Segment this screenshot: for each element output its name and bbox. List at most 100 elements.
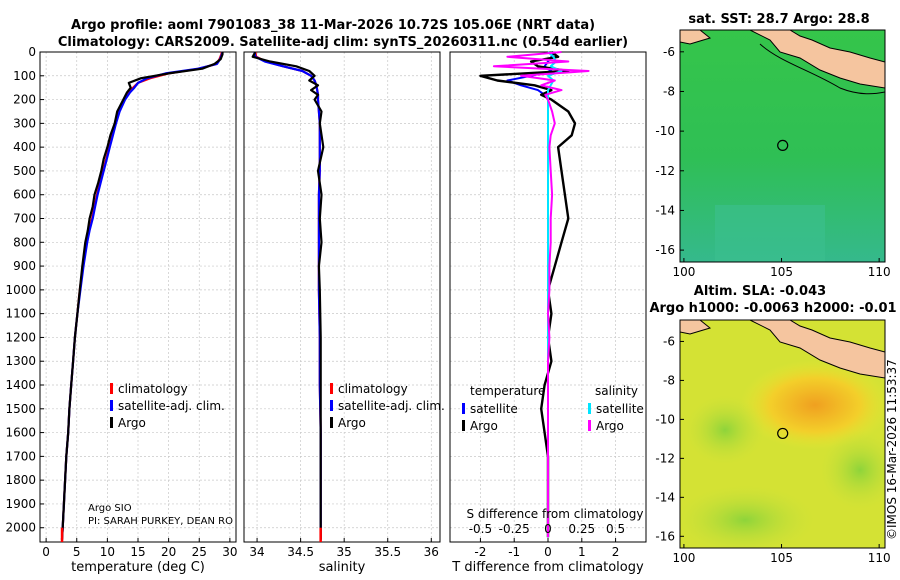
x-tick-label: 25 — [192, 545, 207, 559]
land-sumatra — [680, 30, 712, 45]
x-tick-label: 35 — [337, 545, 352, 559]
legend-swatch — [330, 417, 333, 428]
map-y-tick-label: -14 — [655, 203, 675, 217]
legend-label: Argo — [118, 416, 146, 430]
x-tick-label: 0 — [42, 545, 50, 559]
plot-frame — [243, 51, 441, 543]
x-tick-label: 34.5 — [287, 545, 314, 559]
secondary-tick-label: -0.5 — [469, 522, 492, 536]
sla-low-3 — [820, 430, 885, 510]
legend-swatch — [588, 420, 591, 431]
map-x-tick-label: 100 — [672, 265, 695, 279]
y-tick-label: 1800 — [5, 473, 36, 487]
float-position-marker — [777, 139, 789, 152]
legend-header-temperature: temperature — [470, 384, 545, 398]
y-tick-label: 1300 — [5, 354, 36, 368]
map-y-tick-label: -10 — [655, 412, 675, 426]
y-tick-label: 1200 — [5, 330, 36, 344]
x-tick-label: 34 — [249, 545, 264, 559]
x-tick-label: 5 — [73, 545, 81, 559]
sla-map-panel: Altim. SLA: -0.043 Argo h1000: -0.0063 h… — [649, 284, 896, 565]
map-y-tick-label: -12 — [655, 164, 675, 178]
x-axis-label: salinity — [319, 560, 366, 575]
legend-label: Argo — [338, 416, 366, 430]
y-tick-label: 500 — [13, 164, 36, 178]
title-line-2: Climatology: CARS2009. Satellite-adj cli… — [58, 35, 628, 50]
float-position-marker — [777, 427, 789, 440]
y-tick-label: 800 — [13, 235, 36, 249]
map-y-tick-label: -14 — [655, 490, 675, 504]
x-tick-label: 1 — [578, 545, 586, 559]
y-tick-label: 1600 — [5, 426, 36, 440]
y-tick-label: 300 — [13, 116, 36, 130]
x-tick-label: 15 — [130, 545, 145, 559]
secondary-tick-label: 0.5 — [606, 522, 625, 536]
map-y-tick-label: -8 — [663, 373, 675, 387]
y-tick-label: 1500 — [5, 402, 36, 416]
map-y-tick-label: -16 — [655, 243, 675, 257]
coast-contour — [759, 43, 885, 95]
y-tick-label: 1700 — [5, 449, 36, 463]
series-line-climatology — [254, 51, 322, 540]
x-tick-label: 30 — [222, 545, 237, 559]
difference-panel: -2 -1 0 1 2T difference from climatology temp… — [449, 51, 647, 575]
map-y-tick-label: -16 — [655, 529, 675, 543]
x-tick-label: 35.5 — [374, 545, 401, 559]
series-line-temperature-argo — [479, 51, 577, 538]
map-x-tick-label: 110 — [868, 265, 891, 279]
x-tick-label: 2 — [612, 545, 620, 559]
sst-map-title: sat. SST: 28.7 Argo: 28.8 — [688, 12, 869, 27]
legend-label: Argo — [596, 419, 624, 433]
x-axis-label: temperature (deg C) — [71, 560, 205, 575]
map-y-tick-label: -6 — [663, 45, 675, 59]
legend-label: satellite-adj. clim. — [118, 399, 225, 413]
title-line-1: Argo profile: aoml 7901083_38 11-Mar-202… — [71, 18, 595, 33]
legend-swatch — [462, 403, 465, 414]
series-line-argo — [60, 52, 224, 540]
legend-swatch — [110, 400, 113, 411]
y-tick-label: 2000 — [5, 521, 36, 535]
map-y-tick-label: -6 — [663, 334, 675, 348]
legend-header-salinity: salinity — [595, 384, 638, 398]
series-line-climatology — [60, 51, 223, 540]
x-axis-label: T difference from climatology — [451, 560, 644, 575]
secondary-tick-label: 0.25 — [568, 522, 595, 536]
sla-land-sumatra — [680, 320, 712, 335]
y-tick-label: 1900 — [5, 497, 36, 511]
legend-label: satellite — [596, 402, 644, 416]
sla-land-java — [749, 320, 885, 379]
map-y-tick-label: -12 — [655, 451, 675, 465]
legend-swatch — [110, 383, 113, 394]
secondary-tick-label: -0.25 — [499, 522, 530, 536]
temperature-panel: 0 5 10 15 20 25 30 temperature (deg C) 0 100 200 30… — [5, 45, 237, 575]
sla-low-2 — [680, 485, 815, 548]
salinity-panel: 34 34.5 35 35.5 36 salinity climatology satelli… — [243, 51, 445, 575]
map-x-tick-label: 110 — [868, 551, 891, 565]
legend-swatch — [330, 383, 333, 394]
y-tick-label: 0 — [28, 45, 36, 59]
map-x-tick-label: 100 — [672, 551, 695, 565]
sst-cool-patch — [715, 205, 825, 262]
sla-map-title: Altim. SLA: -0.043 — [694, 284, 826, 299]
x-tick-label: 36 — [424, 545, 439, 559]
x-tick-label: -1 — [508, 545, 520, 559]
legend-label: satellite-adj. clim. — [338, 399, 445, 413]
legend-swatch — [588, 403, 591, 414]
legend-swatch — [110, 417, 113, 428]
sla-map-subtitle: Argo h1000: -0.0063 h2000: -0.01 — [649, 301, 896, 316]
secondary-tick-label: 0 — [544, 522, 552, 536]
land-java — [749, 30, 885, 89]
y-tick-label: 100 — [13, 69, 36, 83]
y-tick-label: 200 — [13, 93, 36, 107]
legend-label: Argo — [470, 419, 498, 433]
secondary-axis-label: S difference from climatology — [467, 507, 644, 521]
y-tick-label: 1100 — [5, 307, 36, 321]
y-tick-label: 1400 — [5, 378, 36, 392]
sla-high — [740, 360, 885, 450]
x-tick-label: 20 — [161, 545, 176, 559]
legend-label: climatology — [118, 382, 188, 396]
float-annotation: Argo SIO — [88, 503, 132, 514]
series-line-satellite-adj-clim- — [60, 51, 224, 540]
map-y-tick-label: -10 — [655, 124, 675, 138]
